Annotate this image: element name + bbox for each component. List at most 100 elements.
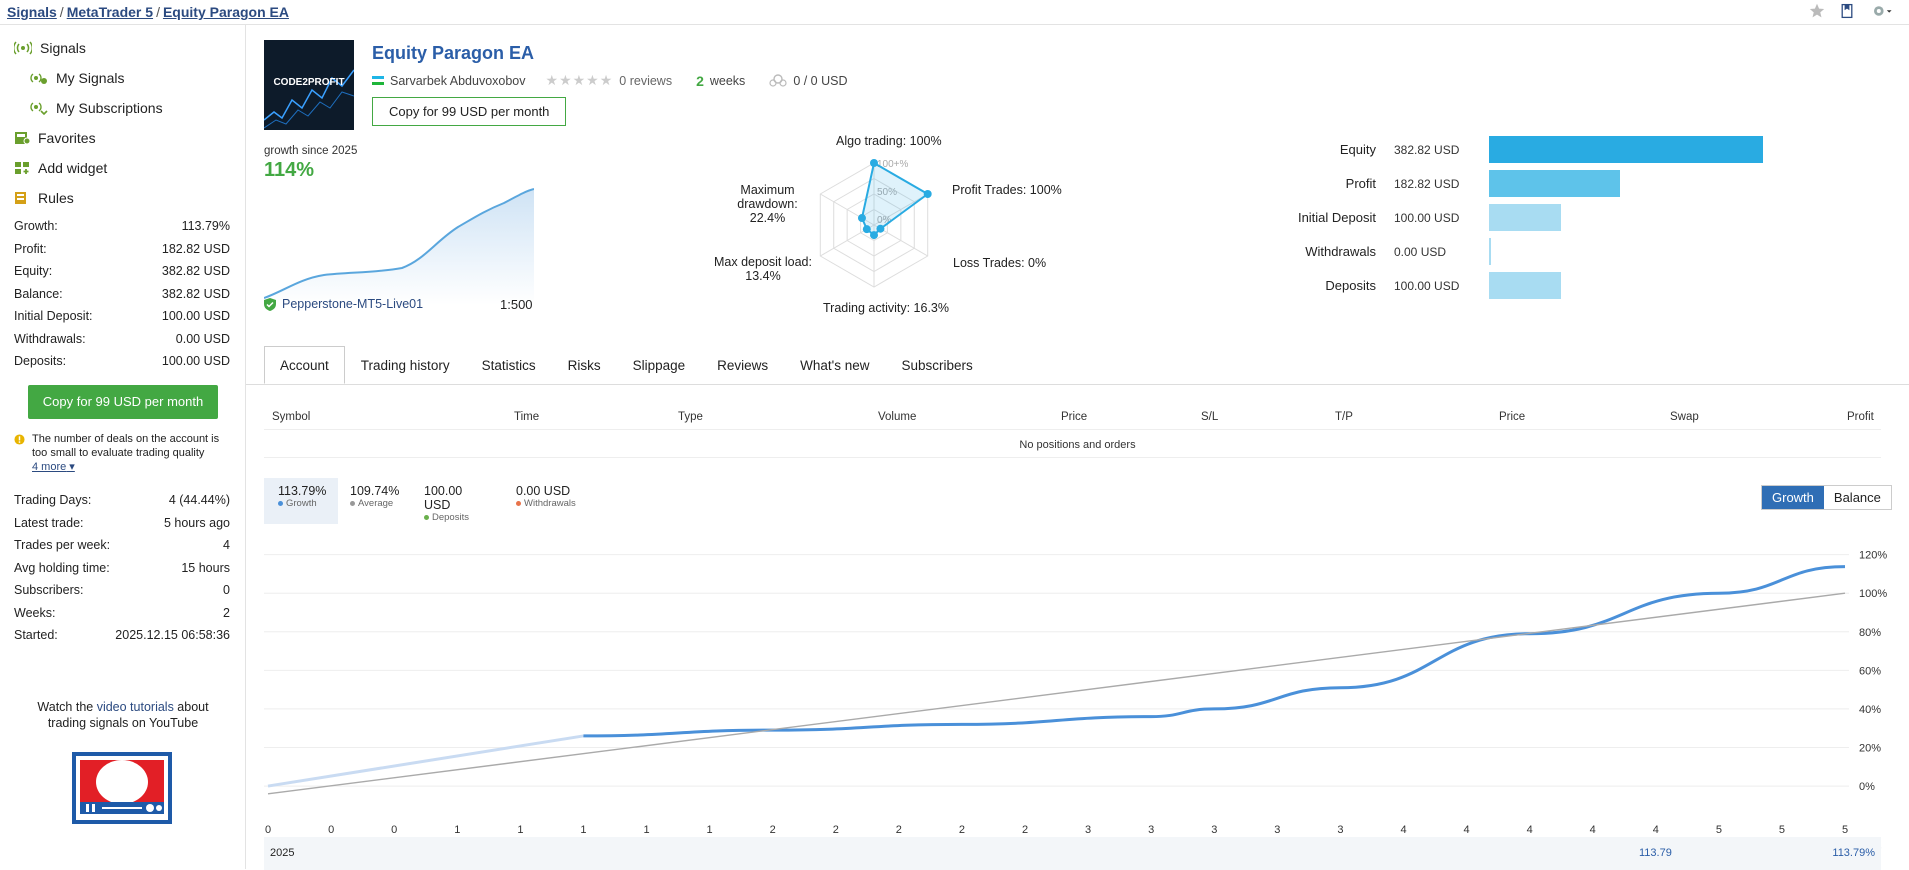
radar-point bbox=[862, 225, 871, 234]
x-tick-label: 1 bbox=[643, 824, 649, 836]
stat-label: Trades per week: bbox=[14, 538, 111, 552]
logo-chart-graphic bbox=[264, 69, 354, 129]
x-tick-label: 0 bbox=[328, 824, 334, 836]
nav-my-subscriptions[interactable]: My Subscriptions bbox=[30, 100, 163, 116]
author-name[interactable]: Sarvarbek Abduvoxobov bbox=[390, 73, 526, 88]
verified-shield-icon bbox=[264, 297, 276, 311]
stat-label: Deposits: bbox=[14, 354, 67, 368]
account-bar-row: Equity 382.82 USD bbox=[1246, 136, 1763, 163]
warning-icon bbox=[14, 434, 25, 445]
balance-toggle-button[interactable]: Balance bbox=[1833, 490, 1881, 505]
tab-slippage[interactable]: Slippage bbox=[632, 358, 686, 373]
stat-row: Weeks: 2 bbox=[14, 606, 230, 620]
tab-account[interactable]: Account bbox=[264, 346, 345, 384]
legend-text: Average bbox=[358, 498, 394, 509]
growth-sparkline bbox=[264, 188, 534, 305]
series-line-1 bbox=[583, 565, 1846, 738]
stat-value: 2025.12.15 06:58:36 bbox=[115, 628, 230, 642]
star-icon[interactable] bbox=[1809, 3, 1825, 19]
signal-meta: Sarvarbek Abduvoxobov ★★★★★ 0 reviews 2 … bbox=[372, 72, 848, 89]
warning-more-link[interactable]: 4 more ▾ bbox=[32, 461, 75, 473]
positions-column-header: Profit bbox=[1847, 411, 1874, 423]
y-tick-label: 40% bbox=[1859, 704, 1881, 716]
account-bar-row: Profit 182.82 USD bbox=[1246, 170, 1620, 197]
weeks-number: 2 bbox=[696, 72, 704, 89]
year-label: 2025 bbox=[270, 847, 295, 859]
x-tick-label: 4 bbox=[1527, 824, 1533, 836]
radar-ring-label: 50% bbox=[877, 187, 897, 198]
youtube-tv-icon[interactable] bbox=[72, 752, 172, 824]
stat-value: 5 hours ago bbox=[163, 515, 230, 530]
radar-label-drawdown: Maximum drawdown: 22.4% bbox=[737, 183, 798, 225]
signal-title: Equity Paragon EA bbox=[372, 43, 535, 63]
x-tick-label: 4 bbox=[1653, 824, 1659, 836]
warning-more-label: 4 more bbox=[32, 461, 67, 473]
y-tick-label: 20% bbox=[1859, 743, 1881, 755]
copy-signal-button-sidebar[interactable]: Copy for 99 USD per month bbox=[28, 385, 218, 419]
nav-rules[interactable]: Rules bbox=[14, 190, 74, 206]
gear-icon[interactable] bbox=[1869, 3, 1895, 19]
tab-statistics[interactable]: Statistics bbox=[481, 358, 536, 373]
tab-reviews[interactable]: Reviews bbox=[717, 358, 769, 373]
tab-trading-history[interactable]: Trading history bbox=[360, 358, 450, 373]
nav-signals[interactable]: Signals bbox=[14, 40, 86, 56]
x-tick-label: 2 bbox=[896, 824, 902, 836]
stat-row: Initial Deposit: 100.00 USD bbox=[14, 309, 230, 323]
legend-item[interactable]: 113.79% Growth bbox=[264, 478, 338, 524]
account-bar-label: Deposits bbox=[1325, 278, 1376, 293]
tab-what-s-new[interactable]: What's new bbox=[800, 358, 870, 373]
signal-logo: CODE2PROFIT bbox=[264, 40, 354, 130]
legend-text: Growth bbox=[286, 498, 317, 509]
stat-row: Latest trade: 5 hours ago bbox=[14, 516, 230, 530]
positions-divider bbox=[264, 429, 1881, 430]
breadcrumb-signals[interactable]: Signals bbox=[7, 4, 57, 20]
growth-value: 114% bbox=[264, 159, 315, 181]
radar-label-loss: Loss Trades: 0% bbox=[953, 256, 1047, 270]
nav-rules-label: Rules bbox=[38, 190, 74, 206]
breadcrumb-metatrader5[interactable]: MetaTrader 5 bbox=[66, 4, 154, 20]
stat-value: 382.82 USD bbox=[161, 264, 230, 278]
radar-ring-label: 0% bbox=[877, 215, 892, 226]
legend-text: Withdrawals bbox=[524, 498, 576, 509]
stat-row: Started: 2025.12.15 06:58:36 bbox=[14, 628, 230, 642]
tab-risks[interactable]: Risks bbox=[567, 358, 601, 373]
growth-toggle-button[interactable]: Growth bbox=[1762, 486, 1824, 509]
bookmark-icon[interactable] bbox=[1839, 3, 1855, 19]
legend-item[interactable]: 109.74% Average bbox=[336, 478, 416, 524]
legend-item[interactable]: 0.00 USD Withdrawals bbox=[502, 478, 582, 524]
tab-subscribers[interactable]: Subscribers bbox=[901, 358, 973, 373]
stat-label: Weeks: bbox=[14, 605, 56, 620]
x-tick-label: 1 bbox=[517, 824, 523, 836]
tutorial-pre: Watch the bbox=[37, 700, 97, 714]
x-tick-label: 5 bbox=[1779, 824, 1785, 836]
account-bar-row: Initial Deposit 100.00 USD bbox=[1246, 204, 1561, 231]
breadcrumb-current[interactable]: Equity Paragon EA bbox=[162, 4, 289, 20]
x-tick-label: 4 bbox=[1400, 824, 1406, 836]
x-tick-label: 3 bbox=[1085, 824, 1091, 836]
top-bar: Signals / MetaTrader 5/Equity Paragon EA bbox=[0, 0, 1909, 25]
positions-column-header: Price bbox=[1061, 411, 1088, 423]
nav-add-widget[interactable]: Add widget bbox=[14, 160, 107, 176]
legend-value: 0.00 USD bbox=[516, 484, 571, 498]
nav-my-signals-label: My Signals bbox=[56, 70, 125, 86]
stat-row: Profit: 182.82 USD bbox=[14, 242, 230, 256]
radar-label-load: Max deposit load: 13.4% bbox=[714, 255, 812, 283]
y-tick-label: 100% bbox=[1859, 588, 1887, 600]
my-signals-icon bbox=[30, 73, 47, 84]
video-tutorials-link[interactable]: video tutorials bbox=[96, 700, 174, 714]
legend-value: 113.79% bbox=[278, 484, 327, 498]
subscribers-icon bbox=[769, 73, 787, 87]
leverage: 1:500 bbox=[500, 297, 533, 312]
server-name[interactable]: Pepperstone-MT5-Live01 bbox=[282, 297, 424, 311]
nav-my-signals[interactable]: My Signals bbox=[30, 70, 124, 86]
logo-text: CODE2PROFIT bbox=[273, 77, 345, 88]
x-tick-label: 0 bbox=[265, 824, 271, 836]
reviews-count[interactable]: 0 reviews bbox=[619, 73, 673, 88]
nav-favorites[interactable]: Favorites bbox=[14, 130, 96, 146]
copy-signal-button[interactable]: Copy for 99 USD per month bbox=[372, 97, 567, 126]
stat-label: Growth: bbox=[14, 219, 58, 233]
nav-my-subscriptions-label: My Subscriptions bbox=[56, 100, 163, 116]
legend-item[interactable]: 100.00 USD Deposits bbox=[410, 478, 490, 524]
account-bar-row: Withdrawals 0.00 USD bbox=[1246, 238, 1491, 265]
stat-row: Trading Days: 4 (44.44%) bbox=[14, 493, 230, 507]
